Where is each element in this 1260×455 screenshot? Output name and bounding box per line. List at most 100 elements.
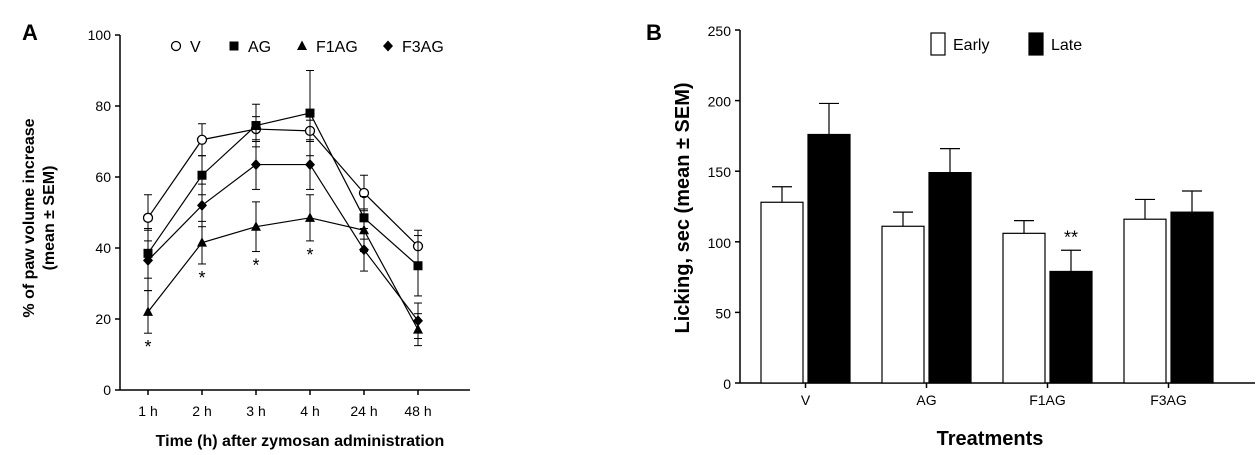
bar-late-ag [928,148,972,384]
point-ag [413,261,423,271]
legend-marker-f1ag [297,40,307,50]
panel-b-significance-mark: ** [1064,227,1078,247]
series-v [142,116,424,263]
panel-a-axes [119,35,470,391]
bar-late-f1ag [1049,249,1093,384]
panel-b-annotations: ** [1064,227,1078,247]
point-f1ag [251,221,261,231]
panel-b-x-tick-label: AG [916,392,936,408]
series-line-v [147,128,419,247]
point-ag [197,170,207,180]
legend-label-f3ag: F3AG [402,39,444,56]
legend-entry-late: Late [1028,32,1082,56]
bar-early-ag [881,211,925,384]
panel-a-y-axis-title: % of paw volume increase [21,118,38,317]
panel-b-x-axis-title: Treatments [937,428,1044,450]
legend-swatch-early [930,32,946,56]
panel-a-annotations: * * * * [144,245,313,357]
legend-swatch-late [1028,32,1044,56]
legend-entry-v: V [170,39,201,56]
bar-late-f3ag [1170,190,1214,384]
panel-a-x-tick-label: 3 h [246,403,265,419]
panel-b-legend: Early Late [930,32,1082,56]
panel-a-y-tick-label: 60 [95,169,111,185]
point-f1ag [197,237,207,247]
panel-a-x-tick-label: 48 h [404,403,431,419]
point-f3ag [197,199,207,211]
panel-a-letter: A [22,20,38,45]
bar-rect-late [807,133,851,384]
point-f3ag [413,315,423,327]
point-f3ag [359,244,369,256]
legend-entry-early: Early [930,32,989,56]
panel-b-x-ticks: V AG F1AG F3AG [801,383,1187,408]
series-f1ag [143,194,423,347]
legend-label-f1ag: F1AG [316,39,358,56]
panel-a-y-tick-label: 100 [88,27,112,43]
bar-rect-early [760,201,804,384]
panel-a-series [142,70,424,347]
legend-label-ag: AG [248,39,271,56]
panel-a-significance-mark: * [198,268,205,288]
panel-a-y-tick-label: 40 [95,240,111,256]
panel-b-x-tick-label: F3AG [1150,392,1187,408]
panel-a-y-ticks: 0 20 40 60 80 100 [88,27,120,398]
legend-marker-v [170,40,182,52]
bar-late-v [807,102,851,384]
point-ag [305,108,315,118]
legend-label-v: V [190,39,201,56]
panel-b-x-tick-label: F1AG [1029,392,1066,408]
bar-rect-late [1049,270,1093,384]
legend-label-early: Early [953,37,989,54]
panel-a-y-axis-title-line2: (mean ± SEM) [41,166,58,271]
panel-a-significance-mark: * [144,337,151,357]
panel-a-y-tick-label: 0 [103,382,111,398]
panel-a-x-tick-label: 24 h [350,403,377,419]
point-f3ag [305,159,315,171]
bar-rect-early [1002,232,1046,384]
panel-b-letter: B [646,20,662,45]
legend-marker-f3ag [383,40,393,52]
panel-a-x-tick-label: 4 h [300,403,319,419]
panel-b-y-tick-label: 200 [708,94,732,110]
series-f3ag [143,139,423,340]
bar-rect-late [1170,211,1214,384]
bar-early-f3ag [1123,198,1167,384]
panel-a-x-tick-label: 2 h [192,403,211,419]
panel-b-bars [760,102,1214,384]
bar-early-v [760,186,804,384]
point-v [142,212,154,223]
legend-marker-ag [229,41,239,51]
point-f3ag [251,159,261,171]
panel-b-y-tick-label: 0 [723,376,731,392]
series-line-f3ag [147,163,419,322]
series-line-f1ag [147,217,419,330]
legend-label-late: Late [1051,37,1082,54]
panel-a-y-tick-label: 20 [95,311,111,327]
panel-b-y-tick-label: 50 [715,305,731,321]
bar-early-f1ag [1002,220,1046,384]
legend-entry-f3ag: F3AG [383,39,444,56]
point-f1ag [143,306,153,316]
panel-a-significance-mark: * [252,256,259,276]
panel-b-x-tick-label: V [801,392,811,408]
point-ag [251,121,261,131]
panel-a-significance-mark: * [306,245,313,265]
legend-entry-ag: AG [229,39,271,56]
panel-b-y-tick-label: 150 [708,164,732,180]
bar-rect-early [881,225,925,384]
panel-b-bar-chart: B 0 50 100 150 200 250 V AG F1AG F3AG ** Early La… [646,20,1255,450]
panel-b-y-tick-label: 250 [708,23,732,39]
bar-rect-early [1123,218,1167,384]
panel-b-y-axis-title: Licking, sec (mean ± SEM) [672,82,694,333]
panel-b-y-ticks: 0 50 100 150 200 250 [708,23,740,392]
point-f1ag [305,212,315,222]
series-line-ag [147,112,419,267]
point-f3ag [143,254,153,266]
legend-entry-f1ag: F1AG [297,39,358,56]
panel-a-y-tick-label: 80 [95,98,111,114]
panel-a-legend: V AG F1AG F3AG [170,39,444,56]
point-v [196,134,208,145]
